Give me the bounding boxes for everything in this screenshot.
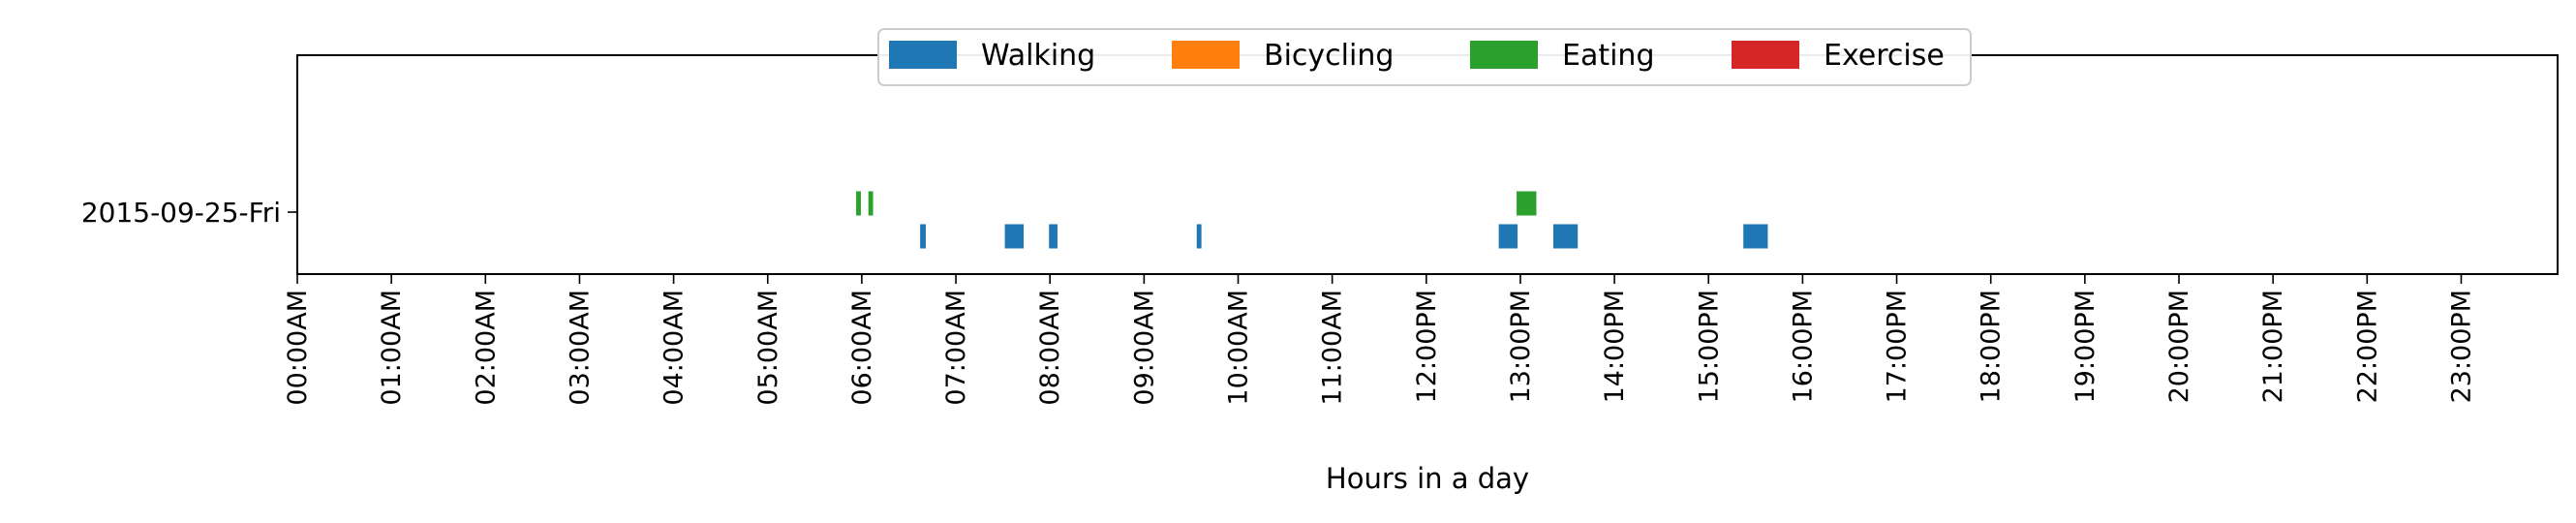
bar-walking-4 [1498,224,1518,249]
legend: Walking Bicycling Eating Exercise [877,28,1972,86]
legend-label-exercise: Exercise [1824,39,1945,73]
bar-walking-0 [920,224,926,249]
x-tick-label: 04:00AM [659,290,690,406]
x-tick-label: 14:00PM [1600,290,1630,403]
bar-eating-2 [1517,191,1537,216]
x-tick-label: 21:00PM [2258,290,2288,403]
x-tick-label: 12:00PM [1412,290,1442,403]
x-tick-label: 09:00AM [1129,290,1159,406]
x-tick-label: 00:00AM [283,290,313,406]
x-axis-label: Hours in a day [1326,462,1529,495]
x-tick-label: 20:00PM [2164,290,2194,403]
x-tick-label: 22:00PM [2352,290,2382,403]
x-tick-label: 18:00PM [1977,290,2007,403]
activity-bars [856,191,1768,249]
legend-label-eating: Eating [1562,39,1655,73]
x-tick-label: 01:00AM [377,290,407,406]
legend-swatch-eating [1470,41,1538,69]
legend-box [877,28,1972,86]
x-tick-label: 23:00PM [2446,290,2476,403]
bar-walking-2 [1049,224,1058,249]
legend-swatch-walking [889,41,957,69]
y-tick-label: 2015-09-25-Fri [81,197,281,229]
x-tick-label: 05:00AM [753,290,783,406]
bar-eating-1 [868,191,874,216]
x-tick-label: 13:00PM [1506,290,1536,403]
x-tick-label: 19:00PM [2070,290,2101,403]
x-tick-label: 03:00AM [565,290,595,406]
legend-label-walking: Walking [981,39,1095,73]
y-axis-ticks: 2015-09-25-Fri [81,197,297,229]
x-tick-label: 17:00PM [1883,290,1913,403]
bar-walking-1 [1004,224,1024,249]
bar-eating-0 [856,191,861,216]
x-axis-ticks: 00:00AM 01:00AM 02:00AM 03:00AM 04:00AM 05:00… [283,274,2476,406]
bar-walking-6 [1743,224,1768,249]
x-tick-label: 02:00AM [471,290,501,406]
bar-walking-5 [1552,224,1579,249]
legend-swatch-bicycling [1172,41,1240,69]
x-tick-label: 08:00AM [1035,290,1065,406]
legend-label-bicycling: Bicycling [1264,39,1394,73]
x-tick-label: 15:00PM [1694,290,1724,403]
x-tick-label: 10:00AM [1224,290,1254,406]
x-tick-label: 07:00AM [941,290,971,406]
bar-walking-3 [1196,224,1202,249]
x-tick-label: 06:00AM [847,290,877,406]
x-tick-label: 16:00PM [1788,290,1818,403]
legend-swatch-exercise [1732,41,1799,69]
x-tick-label: 11:00AM [1318,290,1348,406]
